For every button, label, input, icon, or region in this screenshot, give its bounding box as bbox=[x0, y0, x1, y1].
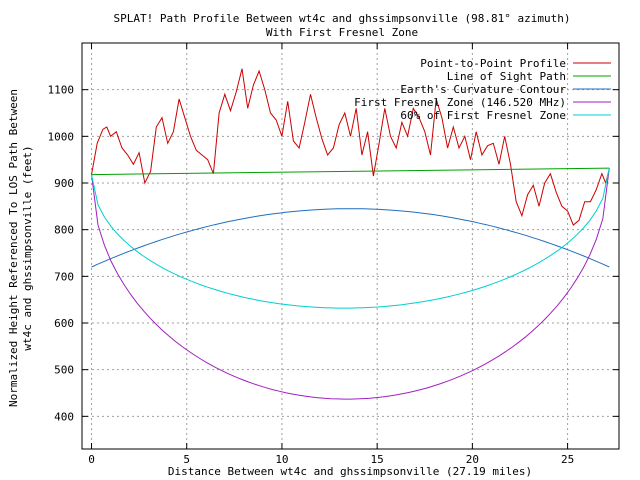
y-tick-label: 800 bbox=[54, 224, 74, 237]
y-tick-label: 400 bbox=[54, 410, 74, 423]
legend-label: First Fresnel Zone (146.520 MHz) bbox=[354, 96, 566, 109]
series-lines bbox=[91, 68, 610, 400]
y-tick-label: 600 bbox=[54, 317, 74, 330]
x-tick-label: 10 bbox=[275, 453, 288, 466]
y-tick-label: 700 bbox=[54, 270, 74, 283]
earth-curvature-line bbox=[91, 208, 610, 268]
chart-title-line2: With First Fresnel Zone bbox=[266, 26, 418, 39]
y-tick-label: 1100 bbox=[48, 84, 75, 97]
plot-frame bbox=[81, 42, 620, 450]
line-of-sight-line bbox=[91, 167, 610, 176]
legend-label: Line of Sight Path bbox=[447, 70, 566, 83]
y-axis-label-line2: wt4c and ghssimpsonville (feet) bbox=[21, 145, 34, 350]
axis-ticks: 0 5 10 15 20 25 400 500 600 700 800 900 1000 1100 bbox=[48, 43, 619, 466]
y-tick-label: 500 bbox=[54, 364, 74, 377]
x-axis-label: Distance Between wt4c and ghssimpsonvill… bbox=[168, 465, 532, 478]
sixty-percent-fresnel-line bbox=[91, 167, 610, 309]
legend-label: Point-to-Point Profile bbox=[420, 57, 566, 70]
point-to-point-profile-line bbox=[91, 68, 610, 226]
y-axis-label-line1: Normalized Height Referenced To LOS Path… bbox=[7, 89, 20, 407]
y-tick-label: 1000 bbox=[48, 130, 75, 143]
x-tick-label: 20 bbox=[466, 453, 479, 466]
x-tick-label: 0 bbox=[88, 453, 95, 466]
x-tick-label: 15 bbox=[371, 453, 384, 466]
chart-title-line1: SPLAT! Path Profile Between wt4c and ghs… bbox=[114, 12, 571, 25]
first-fresnel-zone-line bbox=[91, 168, 610, 400]
y-tick-label: 900 bbox=[54, 177, 74, 190]
x-tick-label: 5 bbox=[183, 453, 190, 466]
legend-label: Earth's Curvature Contour bbox=[400, 83, 566, 96]
legend-label: 60% of First Fresnel Zone bbox=[400, 109, 566, 122]
x-tick-label: 25 bbox=[561, 453, 574, 466]
